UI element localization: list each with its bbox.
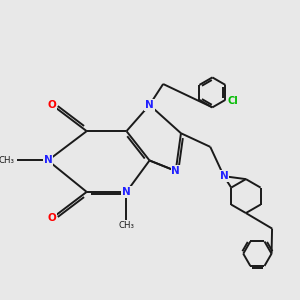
Text: O: O (48, 100, 56, 110)
Text: Cl: Cl (228, 96, 238, 106)
Text: N: N (171, 166, 180, 176)
Text: CH₃: CH₃ (0, 156, 14, 165)
Text: N: N (122, 187, 131, 197)
Text: N: N (44, 155, 52, 166)
Text: N: N (220, 171, 228, 181)
Text: N: N (145, 100, 154, 110)
Text: O: O (48, 213, 56, 223)
Text: CH₃: CH₃ (118, 221, 134, 230)
